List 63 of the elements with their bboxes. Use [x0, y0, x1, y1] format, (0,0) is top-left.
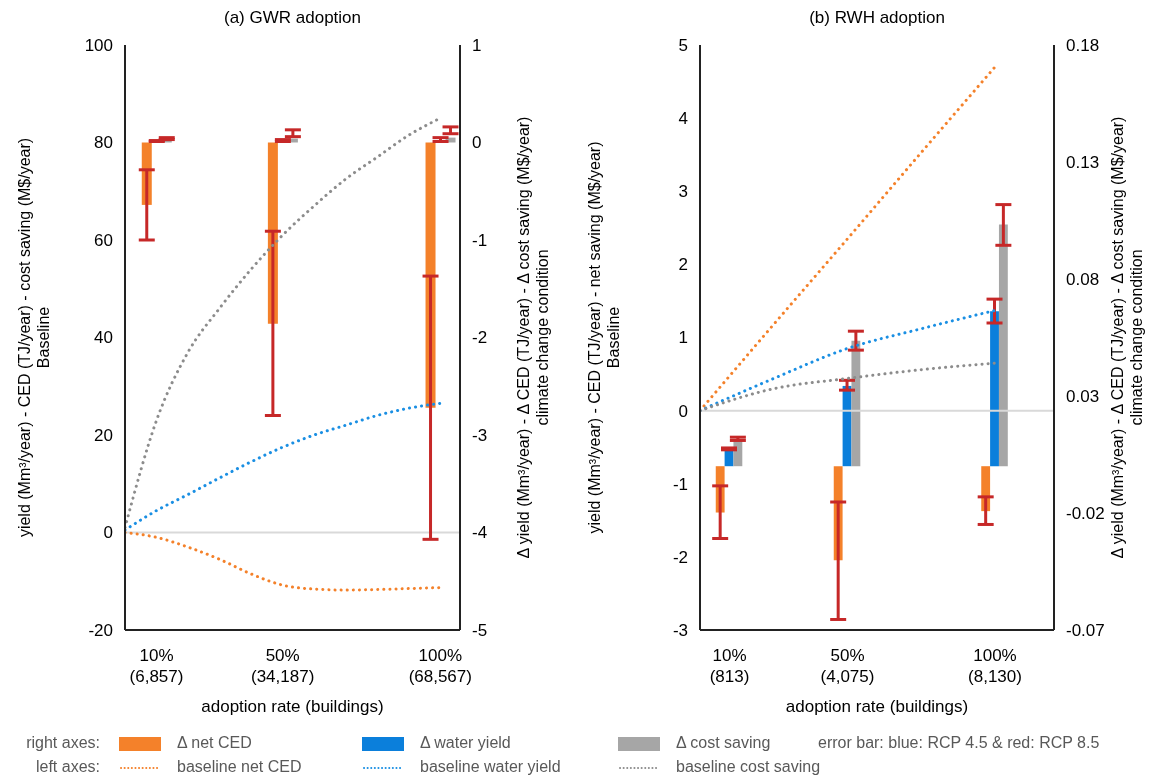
x-tick-label: 100%: [418, 646, 463, 666]
x-tick-label: 100%: [973, 646, 1017, 666]
x-axis-title: adoption rate (buildings): [201, 697, 384, 716]
y2-tick-label: -4: [472, 523, 488, 543]
y-tick-label: 0: [103, 523, 113, 543]
text: (8,130): [968, 666, 1022, 686]
text: error bar: blue: RCP 4.5 & red: RCP 8.5: [818, 734, 1100, 752]
text: right axes:: [26, 734, 100, 752]
legend-label: Δ water yield: [420, 734, 511, 752]
y-tick-label: 20: [94, 425, 113, 445]
legend-label: Δ cost saving: [676, 734, 771, 752]
y2-tick-label: -1: [472, 230, 488, 250]
y-tick-label: 3: [678, 182, 688, 202]
y-tick-label: -3: [672, 620, 688, 640]
text: left axes:: [35, 758, 100, 776]
y2-tick-label: -2: [472, 328, 488, 348]
y-tick-label: -1: [672, 474, 688, 494]
y2-axis-title: Δ yield (Mm³/year) - Δ CED (TJ/year) - Δ cost saving (M$/year) climate change condition: [1109, 116, 1145, 559]
y-tick-label: 4: [678, 109, 688, 129]
y-tick-label: 1: [678, 328, 688, 348]
y-tick-label: 80: [94, 133, 113, 153]
y2-tick-label: -3: [472, 425, 488, 445]
y2-tick-label: 0.03: [1066, 386, 1100, 406]
y2-axis-title: Δ yield (Mm³/year) - Δ CED (TJ/year) - Δ cost saving (M$/year) climate change condition: [515, 116, 551, 559]
legend-label: Δ net CED: [177, 734, 252, 752]
y-tick-label: 100: [84, 35, 113, 55]
line-series: [125, 401, 442, 532]
y-tick-label: 5: [678, 35, 688, 55]
y-tick-label: -2: [672, 547, 688, 567]
y2-tick-label: 0.08: [1066, 269, 1100, 289]
text: (813): [709, 666, 750, 686]
line-series: [700, 361, 997, 413]
y2-tick-label: -0.07: [1066, 620, 1105, 640]
x-tick-label: 50%: [265, 646, 300, 666]
y2-tick-label: 0.18: [1066, 35, 1100, 55]
y2-tick-label: -0.02: [1066, 503, 1105, 523]
y-axis-title: yield (Mm³/year) - CED (TJ/year) - cost saving (M$/year) Baseline: [16, 137, 52, 538]
x-tick-label: 10%: [712, 646, 747, 666]
legend-label: baseline net CED: [177, 758, 302, 776]
y-tick-label: 60: [94, 230, 113, 250]
y2-tick-label: 0.13: [1066, 152, 1100, 172]
y-tick-label: -20: [88, 620, 113, 640]
y2-tick-label: 0: [472, 133, 482, 153]
text: (4,075): [820, 666, 875, 686]
line-series: [125, 531, 442, 592]
chart-title: (b) RWH adoption: [808, 8, 946, 28]
y-axis-title: yield (Mm³/year) - CED (TJ/year) - net saving (M$/year) Baseline: [586, 141, 622, 534]
text: (68,567): [408, 666, 472, 686]
y2-tick-label: 1: [472, 35, 482, 55]
bar: [998, 224, 1008, 467]
x-axis-title: adoption rate (buildings): [785, 697, 969, 716]
bar: [990, 311, 999, 467]
legend-label: baseline water yield: [420, 758, 561, 776]
y2-tick-label: -5: [472, 620, 488, 640]
legend-label: baseline cost saving: [676, 758, 821, 776]
text: (6,857): [129, 666, 184, 686]
y-tick-label: 40: [94, 328, 113, 348]
chart-title: (a) GWR adoption: [223, 8, 362, 28]
text: (34,187): [250, 666, 315, 686]
y-tick-label: 0: [678, 401, 688, 421]
y-tick-label: 2: [678, 255, 688, 275]
x-tick-label: 50%: [830, 646, 865, 666]
x-tick-label: 10%: [139, 646, 174, 666]
